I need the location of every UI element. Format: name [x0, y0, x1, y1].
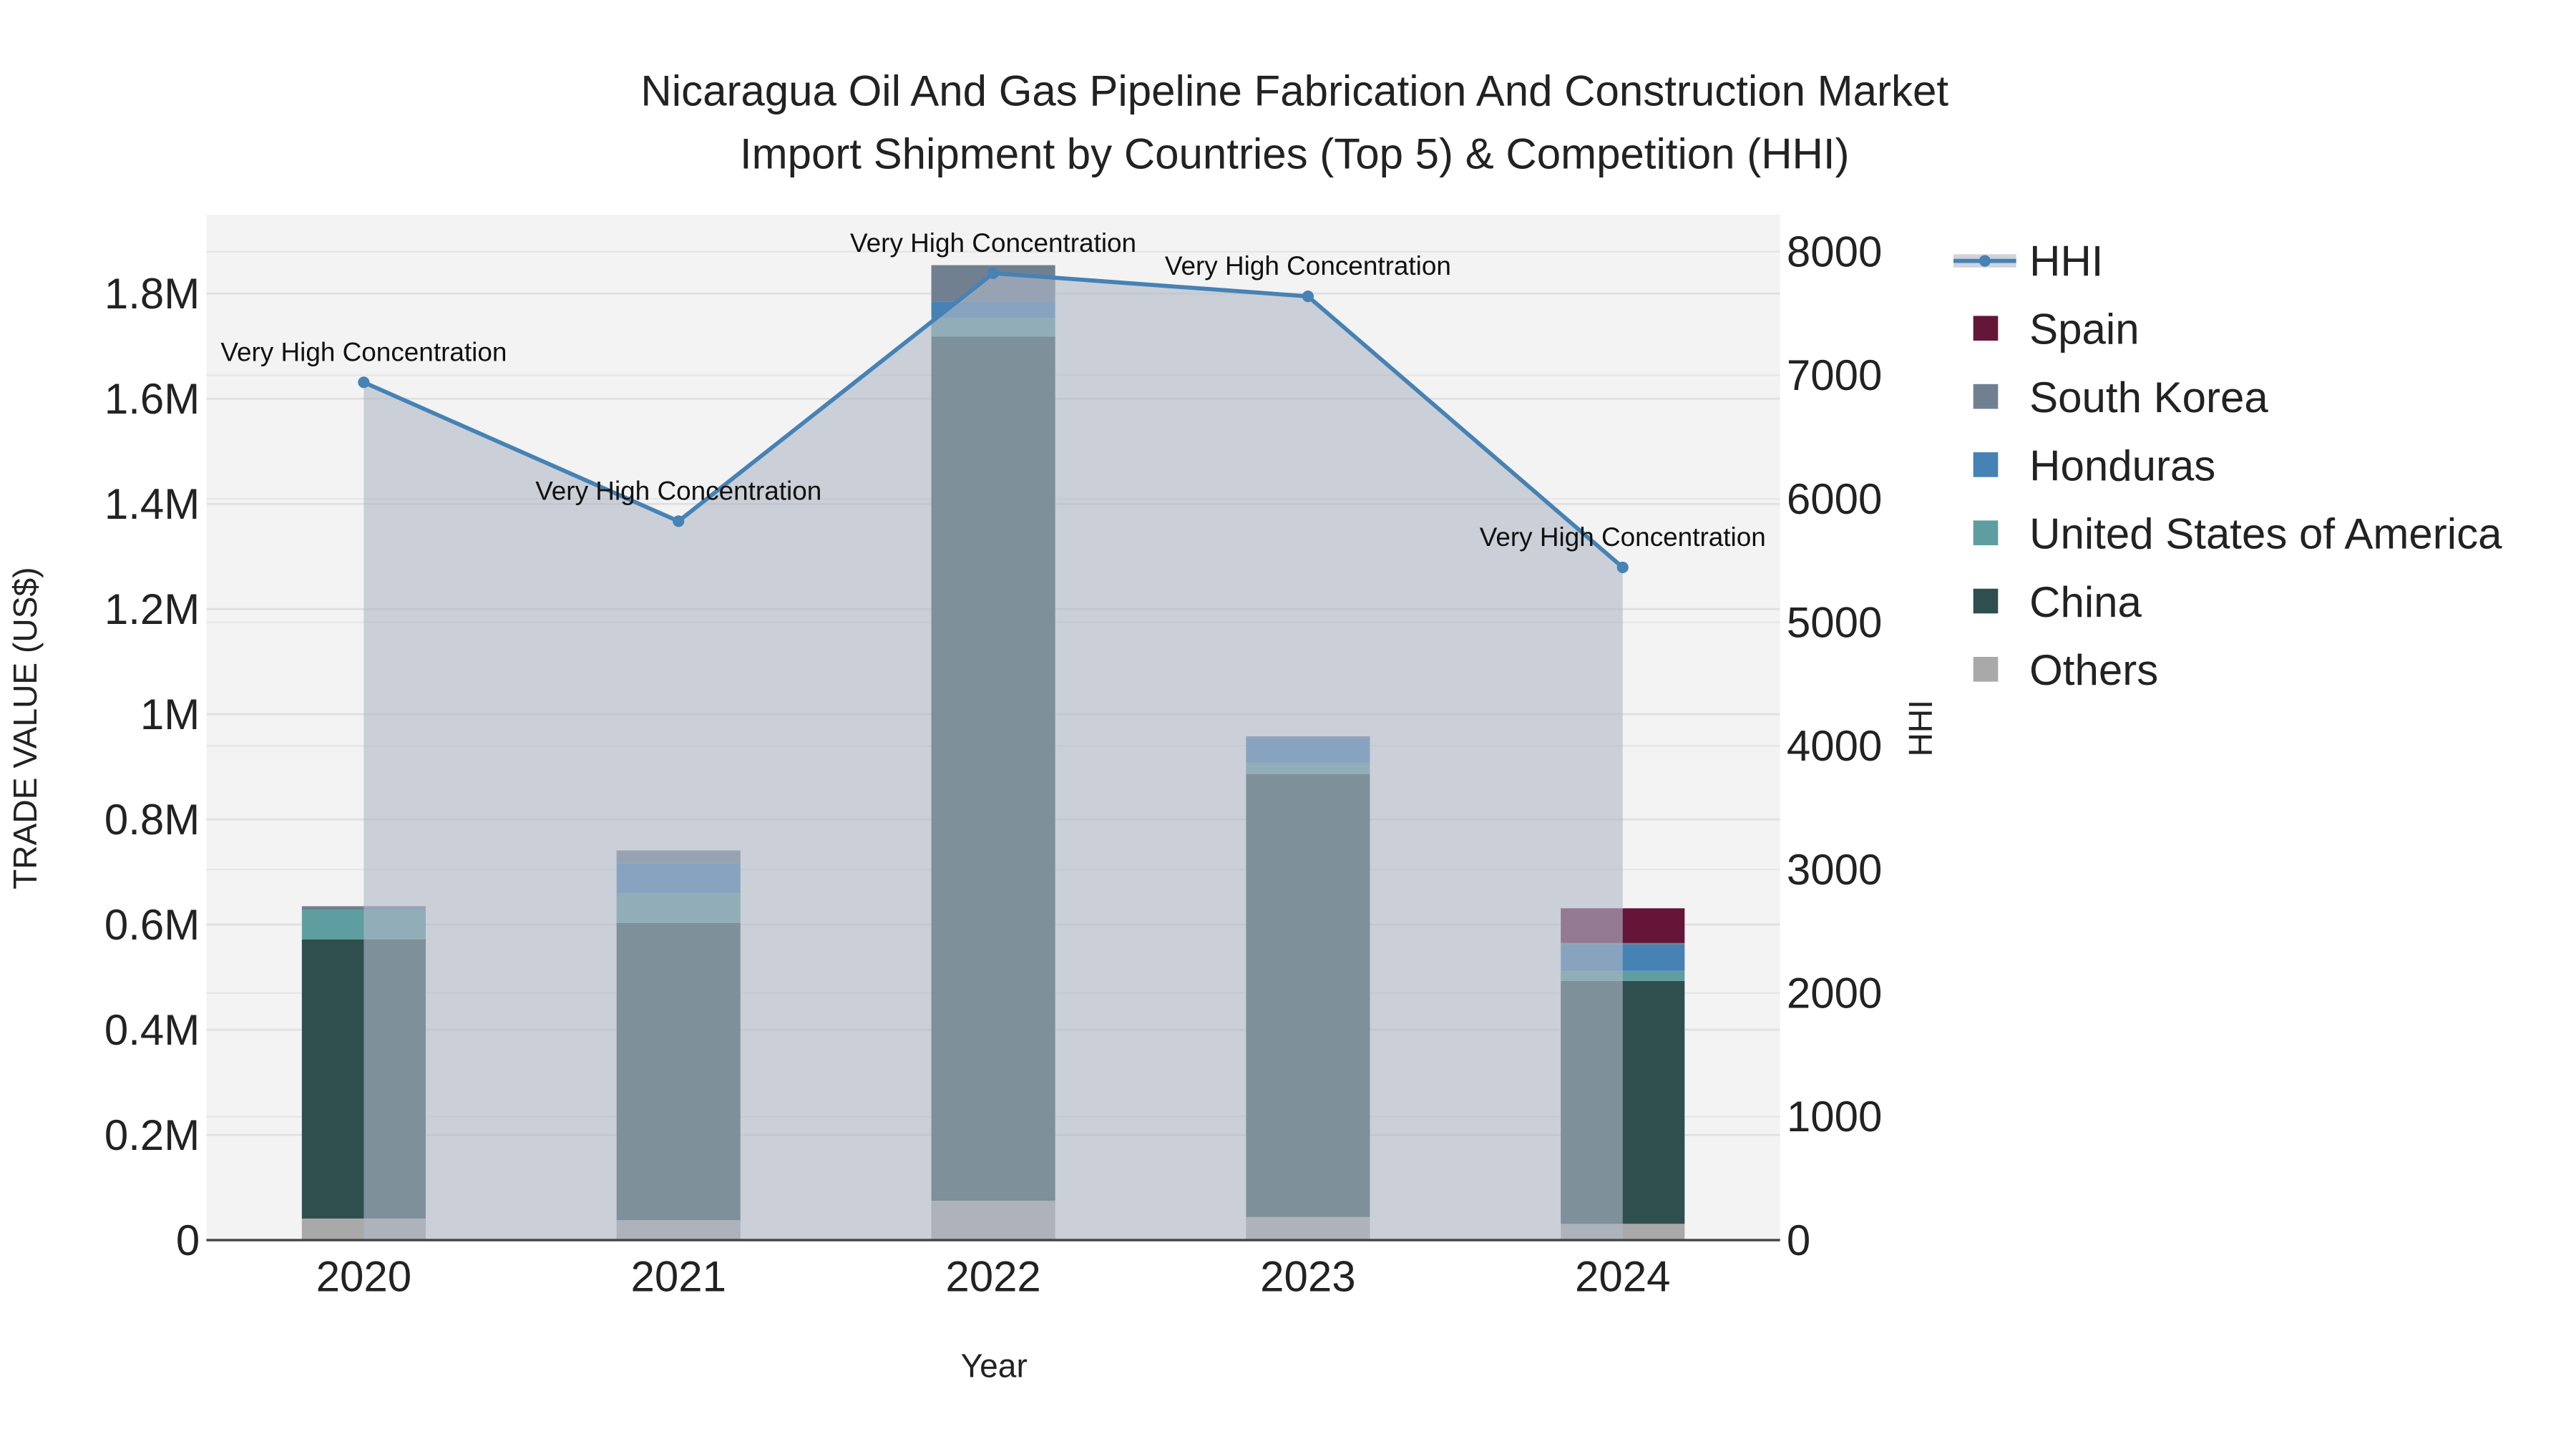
y2-tick-label: 8000 [1787, 228, 1882, 276]
axes: 0 0.2M 0.4M 0.6M 0.8M 1M 1.2M 1.4M 1.6M 1.8M 0 1000… [104, 228, 1883, 1301]
legend-label: China [2029, 578, 2142, 626]
legend-swatch-icon [1973, 452, 1999, 477]
legend-swatch-icon [1973, 588, 1999, 614]
legend-label: South Korea [2029, 374, 2268, 421]
chart-title-line2: Import Shipment by Countries (Top 5) & C… [740, 130, 1850, 177]
y2-tick-label: 4000 [1787, 722, 1882, 770]
legend-swatch-icon [1973, 316, 1999, 341]
y-tick-label: 0.8M [104, 796, 200, 844]
y-tick-label: 1.8M [104, 270, 200, 318]
y2-tick-label: 0 [1787, 1216, 1810, 1264]
y-tick-label: 1.6M [104, 375, 200, 423]
y2-tick-label: 5000 [1787, 599, 1882, 647]
hhi-point-2020 [358, 376, 370, 389]
hhi-point-2021 [673, 515, 685, 527]
y2-tick-label: 1000 [1787, 1093, 1882, 1141]
hhi-annotation: Very High Concentration [535, 476, 821, 505]
hhi-annotation: Very High Concentration [850, 228, 1136, 258]
x-tick-label: 2021 [630, 1253, 726, 1301]
legend-swatch-icon [1973, 520, 1999, 545]
legend-label: United States of America [2029, 510, 2502, 558]
bar-south-korea-2020 [301, 906, 426, 910]
y2-tick-label: 7000 [1787, 351, 1882, 399]
y-tick-label: 1M [140, 691, 200, 738]
hhi-point-2022 [987, 267, 1000, 279]
hhi-series: Very High Concentration Very High Concent… [220, 228, 1766, 1241]
y2-axis-title: HHI [1902, 700, 1939, 756]
y-axis-title: TRADE VALUE (US$) [6, 567, 44, 889]
legend-label: HHI [2029, 237, 2103, 285]
x-axis-title: Year [961, 1347, 1028, 1385]
legend-hhi-marker-icon [1979, 255, 1991, 267]
y2-tick-label: 2000 [1787, 970, 1882, 1018]
hhi-point-2024 [1616, 561, 1629, 574]
hhi-annotation: Very High Concentration [1480, 522, 1766, 552]
y-tick-label: 1.2M [104, 585, 200, 633]
legend-swatch-icon [1973, 657, 1999, 682]
legend-swatch-icon [1973, 384, 1999, 409]
x-tick-label: 2022 [945, 1253, 1040, 1301]
x-tick-label: 2024 [1575, 1253, 1670, 1301]
legend: HHI Spain South Korea Honduras United States… [1953, 237, 2502, 694]
legend-label: Honduras [2029, 441, 2215, 489]
legend-label: Spain [2029, 306, 2139, 353]
y2-tick-label: 3000 [1787, 846, 1882, 894]
x-tick-label: 2020 [316, 1253, 411, 1301]
legend-label: Others [2029, 646, 2158, 694]
y-tick-label: 0.2M [104, 1111, 200, 1159]
hhi-area [364, 273, 1623, 1241]
y2-tick-label: 6000 [1787, 475, 1882, 523]
chart-title-line1: Nicaragua Oil And Gas Pipeline Fabricati… [640, 67, 1948, 115]
hhi-point-2023 [1302, 291, 1314, 303]
hhi-annotation: Very High Concentration [1165, 251, 1451, 280]
y-tick-label: 0 [176, 1216, 200, 1264]
x-tick-label: 2023 [1260, 1253, 1355, 1301]
y-tick-label: 0.4M [104, 1006, 200, 1054]
y-tick-label: 1.4M [104, 480, 200, 528]
y-tick-label: 0.6M [104, 901, 200, 949]
hhi-annotation: Very High Concentration [220, 337, 507, 366]
